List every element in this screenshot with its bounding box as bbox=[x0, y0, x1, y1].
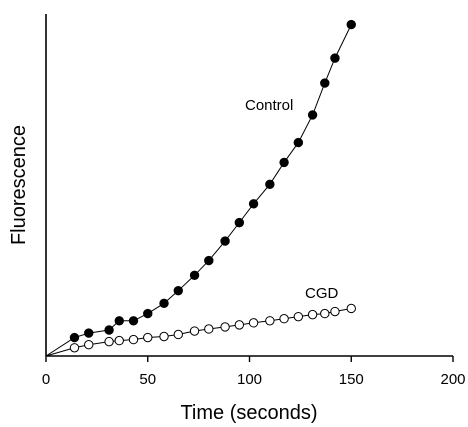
data-point-cgd bbox=[173, 329, 183, 340]
data-point-control bbox=[307, 110, 318, 120]
data-point-cgd bbox=[84, 340, 94, 350]
data-point-cgd bbox=[293, 311, 304, 322]
data-point-control bbox=[320, 78, 330, 88]
data-point-control bbox=[128, 316, 139, 326]
series-layer bbox=[45, 19, 356, 357]
data-point-control bbox=[104, 325, 114, 335]
data-point-control bbox=[234, 217, 245, 228]
data-point-cgd bbox=[346, 303, 356, 314]
data-point-cgd bbox=[69, 343, 80, 353]
data-point-control bbox=[143, 308, 153, 319]
x-tick-label-150: 150 bbox=[339, 371, 364, 388]
data-point-control bbox=[293, 137, 304, 148]
data-point-control bbox=[279, 157, 289, 168]
x-tick-label-100: 100 bbox=[237, 371, 262, 388]
data-point-control bbox=[330, 53, 340, 63]
data-point-cgd bbox=[330, 306, 340, 317]
data-point-cgd bbox=[128, 334, 139, 345]
x-tick-label-50: 50 bbox=[139, 371, 156, 388]
y-axis-title: Fluorescence bbox=[8, 125, 30, 245]
data-point-control bbox=[84, 328, 94, 338]
series-label-control: Control bbox=[245, 97, 293, 114]
data-point-cgd bbox=[143, 332, 153, 343]
data-point-cgd bbox=[114, 335, 124, 346]
data-point-cgd bbox=[307, 309, 318, 320]
x-tick-label-200: 200 bbox=[440, 371, 465, 388]
data-point-cgd bbox=[265, 316, 275, 326]
series-line-control bbox=[45, 24, 352, 357]
data-point-control bbox=[114, 316, 124, 326]
data-point-cgd bbox=[159, 331, 169, 342]
data-point-control bbox=[220, 236, 230, 246]
data-point-cgd bbox=[204, 324, 214, 334]
data-point-cgd bbox=[104, 336, 114, 347]
data-point-cgd bbox=[220, 322, 230, 332]
series-label-cgd: CGD bbox=[305, 285, 339, 302]
data-point-cgd bbox=[279, 314, 289, 324]
data-point-control bbox=[346, 19, 356, 30]
data-point-control bbox=[204, 255, 214, 266]
data-point-control bbox=[189, 270, 200, 280]
data-point-cgd bbox=[320, 308, 330, 319]
plot-frame bbox=[45, 14, 453, 357]
data-point-control bbox=[69, 332, 80, 343]
data-point-control bbox=[248, 199, 259, 209]
data-point-control bbox=[159, 298, 169, 309]
data-point-control bbox=[173, 285, 183, 296]
data-point-cgd bbox=[189, 326, 200, 336]
x-axis-ticks: 0 50 100 150 200 bbox=[42, 356, 466, 388]
data-point-cgd bbox=[248, 318, 259, 328]
x-axis-title: Time (seconds) bbox=[180, 402, 317, 424]
data-point-cgd bbox=[234, 320, 245, 330]
x-tick-label-0: 0 bbox=[42, 371, 50, 388]
data-point-control bbox=[265, 179, 275, 190]
